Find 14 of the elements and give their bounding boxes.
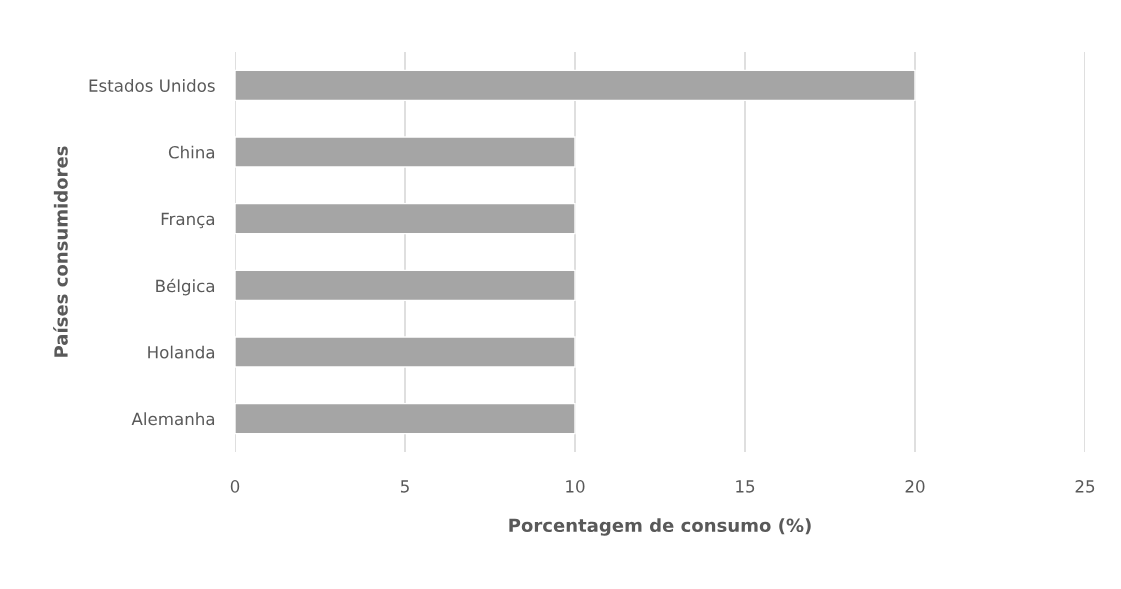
x-tick-label: 20 — [905, 480, 925, 493]
y-tick-label: China — [168, 145, 215, 159]
y-tick-label: França — [161, 212, 215, 229]
x-tick-label: 0 — [230, 480, 240, 493]
x-tick-label: 25 — [1075, 480, 1095, 493]
y-axis-title: Países consumidores — [53, 146, 68, 357]
y-tick-label: Estados Unidos — [89, 79, 215, 92]
x-tick-label: 5 — [400, 480, 409, 493]
y-tick-label: Bélgica — [156, 278, 215, 296]
x-axis-title: Porcentagem de consumo (%) — [509, 518, 811, 536]
x-tick-label: 10 — [566, 480, 585, 493]
x-tick-label: 15 — [736, 480, 755, 493]
y-tick-label: Holanda — [148, 345, 215, 359]
y-tick-label: Alemanha — [131, 412, 215, 426]
